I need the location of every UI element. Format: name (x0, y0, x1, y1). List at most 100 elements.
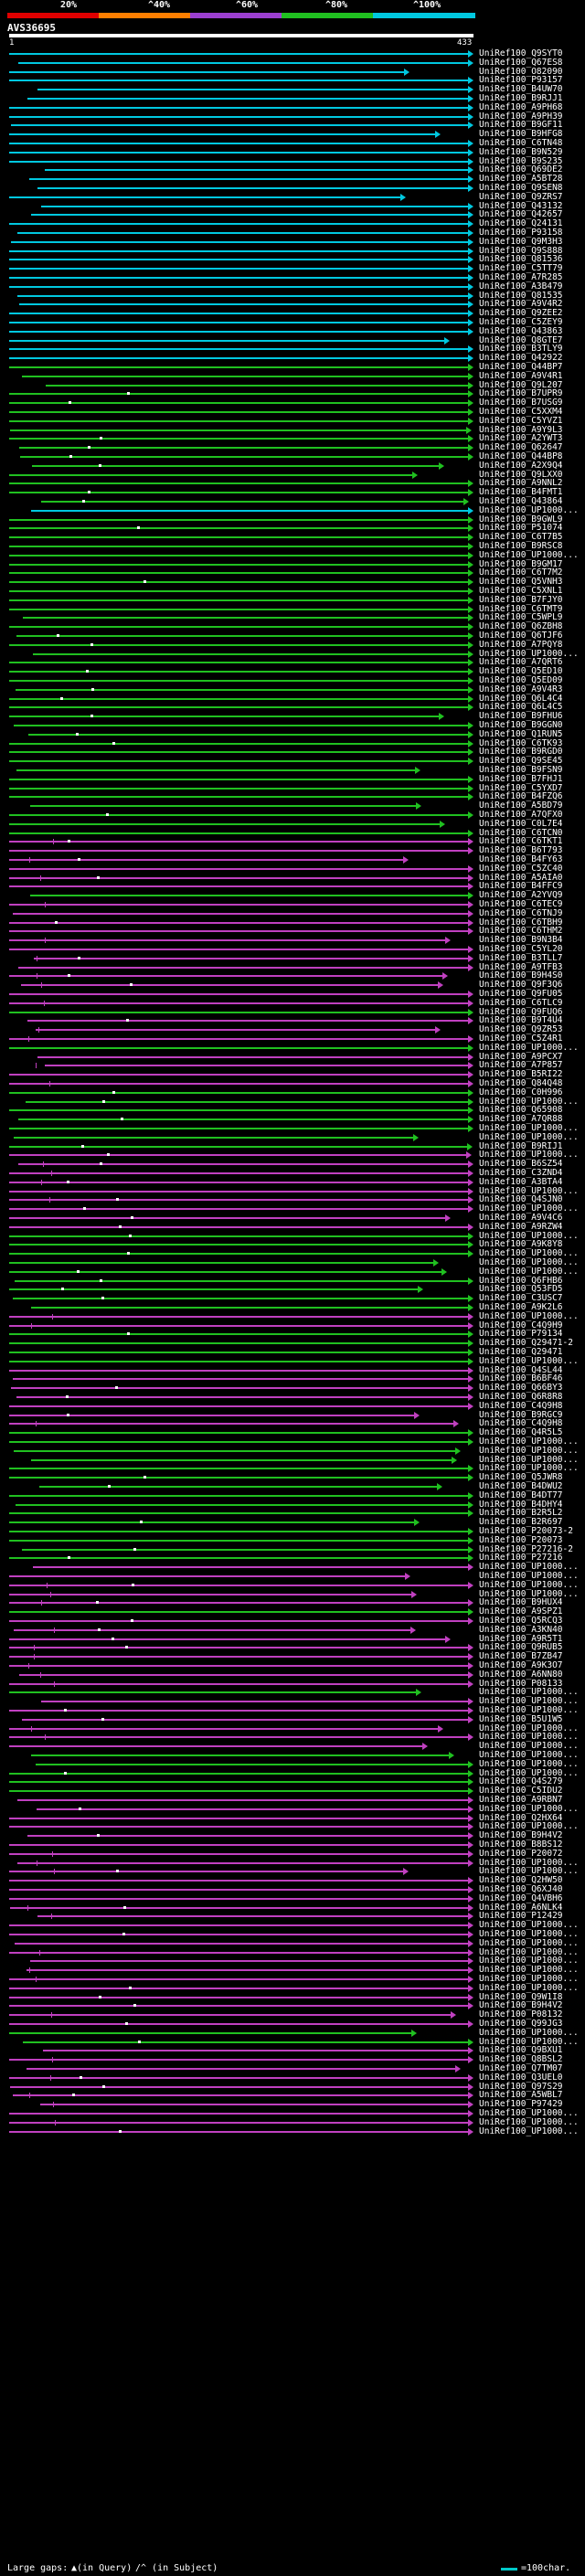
hit-label[interactable]: UniRef100_Q6L4C5 (479, 702, 563, 712)
hit-bar[interactable] (9, 564, 468, 566)
hit-label[interactable]: UniRef100_A5AIA0 (479, 873, 563, 883)
hit-bar[interactable] (9, 743, 468, 745)
hit-bar[interactable] (31, 1459, 452, 1461)
hit-bar[interactable] (9, 340, 444, 342)
hit-bar[interactable] (36, 1029, 435, 1031)
hit-bar[interactable] (9, 438, 468, 440)
hit-label[interactable]: UniRef100_B7USG9 (479, 398, 563, 408)
hit-label[interactable]: UniRef100_A9K3O7 (479, 1660, 563, 1670)
hit-bar[interactable] (9, 572, 468, 574)
hit-label[interactable]: UniRef100_C5YVZ1 (479, 416, 563, 426)
hit-bar[interactable] (16, 1396, 468, 1398)
hit-bar[interactable] (9, 1182, 468, 1183)
hit-label[interactable]: UniRef100_B7UPR9 (479, 388, 563, 398)
hit-label[interactable]: UniRef100_B7FJY0 (479, 595, 563, 605)
hit-label[interactable]: UniRef100_B9HUX4 (479, 1597, 563, 1607)
hit-bar[interactable] (9, 1038, 468, 1040)
hit-label[interactable]: UniRef100_Q6R8R8 (479, 1392, 563, 1402)
hit-label[interactable]: UniRef100_A7QFX0 (479, 810, 563, 820)
hit-label[interactable]: UniRef100_A9V4R2 (479, 299, 563, 309)
hit-bar[interactable] (9, 286, 468, 288)
hit-label[interactable]: UniRef100_C5ZEY9 (479, 317, 563, 327)
hit-label[interactable]: UniRef100_Q6L4C4 (479, 694, 563, 704)
hit-bar[interactable] (9, 1235, 468, 1237)
hit-label[interactable]: UniRef100_UP1000... (479, 1750, 579, 1760)
hit-label[interactable]: UniRef100_Q66BY3 (479, 1383, 563, 1393)
hit-label[interactable]: UniRef100_A9K8Y8 (479, 1239, 563, 1249)
hit-bar[interactable] (9, 626, 468, 628)
hit-bar[interactable] (33, 653, 468, 655)
hit-bar[interactable] (9, 1342, 468, 1344)
hit-label[interactable]: UniRef100_UP1000... (479, 1043, 579, 1053)
hit-bar[interactable] (9, 1620, 468, 1622)
hit-label[interactable]: UniRef100_UP1000... (479, 1965, 579, 1975)
hit-bar[interactable] (34, 958, 468, 959)
hit-label[interactable]: UniRef100_UP1000... (479, 1974, 579, 1984)
hit-bar[interactable] (18, 62, 468, 64)
hit-label[interactable]: UniRef100_Q5RCQ3 (479, 1616, 563, 1626)
hit-bar[interactable] (16, 635, 468, 637)
hit-label[interactable]: UniRef100_A7R285 (479, 272, 563, 282)
hit-bar[interactable] (46, 385, 468, 387)
hit-label[interactable]: UniRef100_Q9SYT0 (479, 48, 563, 58)
hit-bar[interactable] (9, 939, 445, 941)
hit-label[interactable]: UniRef100_Q9ZR53 (479, 1024, 563, 1034)
hit-label[interactable]: UniRef100_A2X9Q4 (479, 461, 563, 471)
hit-label[interactable]: UniRef100_C5YXD7 (479, 783, 563, 793)
hit-bar[interactable] (9, 196, 400, 198)
hit-label[interactable]: UniRef100_A9SPZ1 (479, 1606, 563, 1617)
hit-label[interactable]: UniRef100_UP1000... (479, 1741, 579, 1751)
hit-label[interactable]: UniRef100_A6NN80 (479, 1670, 563, 1680)
hit-label[interactable]: UniRef100_C0H996 (479, 1087, 563, 1097)
hit-label[interactable]: UniRef100_C4Q9H8 (479, 1401, 563, 1411)
hit-label[interactable]: UniRef100_B9H4S0 (479, 970, 563, 981)
hit-bar[interactable] (17, 1862, 468, 1864)
hit-bar[interactable] (9, 1477, 468, 1479)
hit-bar[interactable] (9, 1208, 468, 1210)
hit-label[interactable]: UniRef100_UP1000... (479, 1759, 579, 1769)
hit-bar[interactable] (9, 1226, 468, 1228)
hit-bar[interactable] (20, 456, 468, 458)
hit-label[interactable]: UniRef100_Q5ED09 (479, 675, 563, 685)
hit-label[interactable]: UniRef100_Q29471-2 (479, 1338, 573, 1348)
hit-bar[interactable] (17, 1799, 468, 1801)
hit-label[interactable]: UniRef100_B5RI22 (479, 1069, 563, 1079)
hit-label[interactable]: UniRef100_B4FY63 (479, 854, 563, 864)
hit-label[interactable]: UniRef100_UP1000... (479, 1804, 579, 1814)
hit-label[interactable]: UniRef100_UP1000... (479, 550, 579, 560)
hit-bar[interactable] (10, 429, 466, 431)
hit-label[interactable]: UniRef100_Q44BP7 (479, 362, 563, 372)
hit-label[interactable]: UniRef100_Q9FU05 (479, 989, 563, 999)
hit-bar[interactable] (9, 2059, 468, 2061)
hit-bar[interactable] (9, 1898, 468, 1900)
hit-label[interactable]: UniRef100_P51074 (479, 523, 563, 533)
hit-label[interactable]: UniRef100_B9H4V2 (479, 1830, 563, 1840)
hit-label[interactable]: UniRef100_P20072 (479, 1849, 563, 1859)
hit-label[interactable]: UniRef100_Q5JWR8 (479, 1472, 563, 1482)
hit-bar[interactable] (9, 581, 468, 583)
hit-bar[interactable] (9, 832, 468, 834)
hit-label[interactable]: UniRef100_C5ZC40 (479, 864, 563, 874)
hit-label[interactable]: UniRef100_UP1000... (479, 1562, 579, 1572)
hit-label[interactable]: UniRef100_Q7TM07 (479, 2063, 563, 2073)
hit-bar[interactable] (9, 402, 468, 404)
hit-bar[interactable] (9, 644, 468, 646)
hit-bar[interactable] (9, 1773, 468, 1775)
hit-bar[interactable] (9, 1441, 468, 1443)
hit-bar[interactable] (13, 1298, 468, 1299)
hit-bar[interactable] (9, 885, 468, 887)
hit-label[interactable]: UniRef100_B3TLY9 (479, 344, 563, 354)
hit-label[interactable]: UniRef100_Q9F3Q6 (479, 980, 563, 990)
hit-bar[interactable] (9, 107, 468, 109)
hit-label[interactable]: UniRef100_UP1000... (479, 1929, 579, 1939)
hit-label[interactable]: UniRef100_Q42657 (479, 209, 563, 219)
hit-label[interactable]: UniRef100_A9R5T1 (479, 1634, 563, 1644)
hit-label[interactable]: UniRef100_A9V4C6 (479, 1213, 563, 1223)
hit-label[interactable]: UniRef100_Q5ED10 (479, 666, 563, 676)
hit-bar[interactable] (27, 1020, 468, 1022)
hit-bar[interactable] (9, 680, 468, 682)
hit-bar[interactable] (45, 169, 468, 171)
hit-label[interactable]: UniRef100_UP1000... (479, 1821, 579, 1831)
hit-label[interactable]: UniRef100_C3USC7 (479, 1293, 563, 1303)
hit-label[interactable]: UniRef100_B5U1W5 (479, 1714, 563, 1724)
